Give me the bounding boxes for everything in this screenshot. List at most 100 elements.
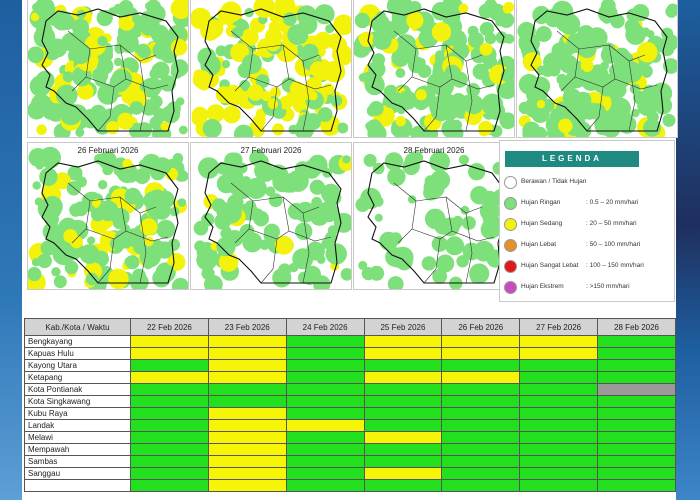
forecast-cell xyxy=(519,431,599,444)
table-header-region: Kab./Kota / Waktu xyxy=(24,318,131,336)
forecast-cell xyxy=(597,383,676,396)
forecast-cell xyxy=(597,455,676,468)
forecast-cell xyxy=(363,407,443,420)
legend-label: Hujan Lebat xyxy=(521,241,557,248)
legend-swatch xyxy=(504,197,517,210)
left-edge-decoration xyxy=(0,0,22,500)
region-name: Sambas xyxy=(24,455,131,468)
rainfall-map-2 xyxy=(190,0,352,138)
legend-item: Berawan / Tidak Hujan xyxy=(504,175,676,191)
rainfall-map-4 xyxy=(516,0,678,138)
table-header-date: 22 Feb 2026 xyxy=(130,318,209,336)
map-date-label: 28 Februari 2026 xyxy=(403,146,465,155)
forecast-cell xyxy=(441,335,521,348)
forecast-cell xyxy=(441,395,521,408)
table-row xyxy=(24,479,676,492)
forecast-cell xyxy=(363,467,443,480)
region-name: Kota Singkawang xyxy=(24,395,131,408)
forecast-cell xyxy=(285,431,365,444)
forecast-cell xyxy=(441,383,521,396)
forecast-cell xyxy=(207,335,287,348)
forecast-cell xyxy=(130,455,209,468)
forecast-cell xyxy=(130,335,209,348)
forecast-cell xyxy=(207,407,287,420)
forecast-cell xyxy=(285,443,365,456)
forecast-cell xyxy=(441,347,521,360)
table-row: Mempawah xyxy=(24,443,676,456)
forecast-cell xyxy=(207,371,287,384)
legend-label: Hujan Sangat Lebat xyxy=(521,262,579,269)
forecast-cell xyxy=(130,431,209,444)
forecast-cell xyxy=(519,335,599,348)
rainfall-map-7: 28 Februari 2026 xyxy=(353,142,515,290)
forecast-cell xyxy=(363,431,443,444)
right-edge-decoration xyxy=(676,0,700,500)
legend-swatch xyxy=(504,218,517,231)
forecast-cell xyxy=(207,431,287,444)
forecast-cell xyxy=(285,467,365,480)
forecast-cell xyxy=(130,359,209,372)
forecast-cell xyxy=(363,359,443,372)
forecast-cell xyxy=(207,395,287,408)
forecast-cell xyxy=(597,431,676,444)
legend-label: Hujan Ekstrem xyxy=(521,283,564,290)
table-row: Kubu Raya xyxy=(24,407,676,420)
region-name: Kota Pontianak xyxy=(24,383,131,396)
legend-panel: LEGENDA Berawan / Tidak Hujan Hujan Ringa… xyxy=(499,140,675,302)
forecast-cell xyxy=(285,359,365,372)
forecast-cell xyxy=(363,395,443,408)
forecast-cell xyxy=(130,371,209,384)
region-name: Mempawah xyxy=(24,443,131,456)
forecast-cell xyxy=(519,395,599,408)
table-row: Kota Pontianak xyxy=(24,383,676,396)
forecast-cell xyxy=(597,467,676,480)
forecast-cell xyxy=(130,467,209,480)
forecast-cell xyxy=(441,359,521,372)
legend-item: Hujan Sedang: 20 – 50 mm/hari xyxy=(504,217,676,233)
forecast-cell xyxy=(285,479,365,492)
region-name: Landak xyxy=(24,419,131,432)
forecast-cell xyxy=(519,383,599,396)
forecast-cell xyxy=(597,479,676,492)
forecast-cell xyxy=(441,479,521,492)
table-row: Kota Singkawang xyxy=(24,395,676,408)
forecast-cell xyxy=(130,347,209,360)
table-row: Landak xyxy=(24,419,676,432)
table-header-date: 26 Feb 2026 xyxy=(441,318,521,336)
forecast-cell xyxy=(130,443,209,456)
region-name: Melawi xyxy=(24,431,131,444)
forecast-cell xyxy=(441,443,521,456)
forecast-cell xyxy=(519,419,599,432)
forecast-cell xyxy=(441,419,521,432)
region-name: Bengkayang xyxy=(24,335,131,348)
rainfall-map-3 xyxy=(353,0,515,138)
forecast-cell xyxy=(207,479,287,492)
table-row: Kayong Utara xyxy=(24,359,676,372)
forecast-cell xyxy=(285,383,365,396)
legend-swatch xyxy=(504,260,517,273)
forecast-cell xyxy=(597,407,676,420)
forecast-cell xyxy=(441,407,521,420)
table-row: Ketapang xyxy=(24,371,676,384)
forecast-cell xyxy=(519,407,599,420)
forecast-cell xyxy=(130,407,209,420)
regency-forecast-table: Kab./Kota / Waktu 22 Feb 2026 23 Feb 2026… xyxy=(24,318,676,492)
forecast-cell xyxy=(207,383,287,396)
region-name xyxy=(24,479,131,492)
legend-range: : 50 – 100 mm/hari xyxy=(586,241,641,248)
region-name: Ketapang xyxy=(24,371,131,384)
forecast-cell xyxy=(207,419,287,432)
forecast-cell xyxy=(130,479,209,492)
forecast-cell xyxy=(207,455,287,468)
table-row: Kapuas Hulu xyxy=(24,347,676,360)
forecast-cell xyxy=(207,443,287,456)
table-header-date: 23 Feb 2026 xyxy=(207,318,287,336)
forecast-cell xyxy=(363,455,443,468)
forecast-cell xyxy=(285,347,365,360)
forecast-cell xyxy=(130,419,209,432)
table-header-date: 27 Feb 2026 xyxy=(519,318,599,336)
forecast-cell xyxy=(285,395,365,408)
forecast-cell xyxy=(519,479,599,492)
forecast-cell xyxy=(519,443,599,456)
forecast-cell xyxy=(207,347,287,360)
